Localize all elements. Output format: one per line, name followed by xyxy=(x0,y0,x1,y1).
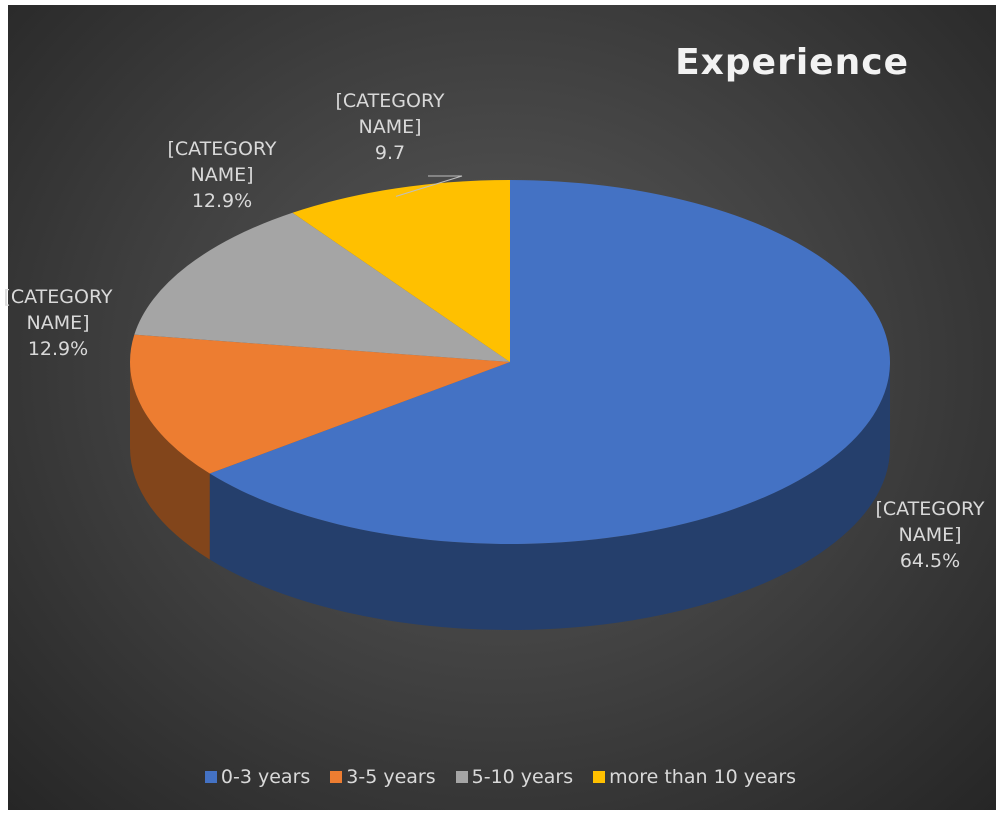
legend-item: 3-5 years xyxy=(330,766,436,788)
legend-item: more than 10 years xyxy=(593,766,796,788)
slice xyxy=(292,180,510,362)
legend-item: 5-10 years xyxy=(455,766,574,788)
data-label-name: [CATEGORY NAME] xyxy=(875,498,985,546)
data-label-value: 64.5% xyxy=(899,550,961,572)
legend-item: 0-3 years xyxy=(204,766,311,788)
legend-swatch xyxy=(204,771,217,783)
data-label: [CATEGORY NAME] 12.9% xyxy=(0,284,128,362)
data-label-name: [CATEGORY NAME] xyxy=(3,286,113,334)
slice xyxy=(134,212,511,362)
data-label: [CATEGORY NAME] 9.7 xyxy=(320,88,460,166)
data-label-value: 9.7 xyxy=(374,142,406,164)
data-label-name: [CATEGORY NAME] xyxy=(335,90,445,138)
slice-side xyxy=(209,362,890,631)
legend-label: more than 10 years xyxy=(609,766,797,788)
data-label-value: 12.9% xyxy=(191,190,253,212)
leader-line xyxy=(395,175,463,197)
legend-label: 0-3 years xyxy=(220,766,311,788)
data-label: [CATEGORY NAME] 12.9% xyxy=(152,136,292,214)
slice-side xyxy=(130,362,210,560)
data-label: [CATEGORY NAME] 64.5% xyxy=(860,496,1000,574)
slice xyxy=(129,334,510,474)
legend-label: 5-10 years xyxy=(471,766,574,788)
chart-title: Experience xyxy=(675,42,909,83)
legend-swatch xyxy=(593,771,606,783)
legend-swatch xyxy=(330,771,343,783)
legend: 0-3 years 3-5 years 5-10 years more than 10… xyxy=(0,766,1001,788)
legend-label: 3-5 years xyxy=(346,766,436,788)
legend-swatch xyxy=(455,771,468,783)
slice xyxy=(209,180,890,544)
data-label-value: 12.9% xyxy=(27,338,89,360)
data-label-name: [CATEGORY NAME] xyxy=(167,138,277,186)
